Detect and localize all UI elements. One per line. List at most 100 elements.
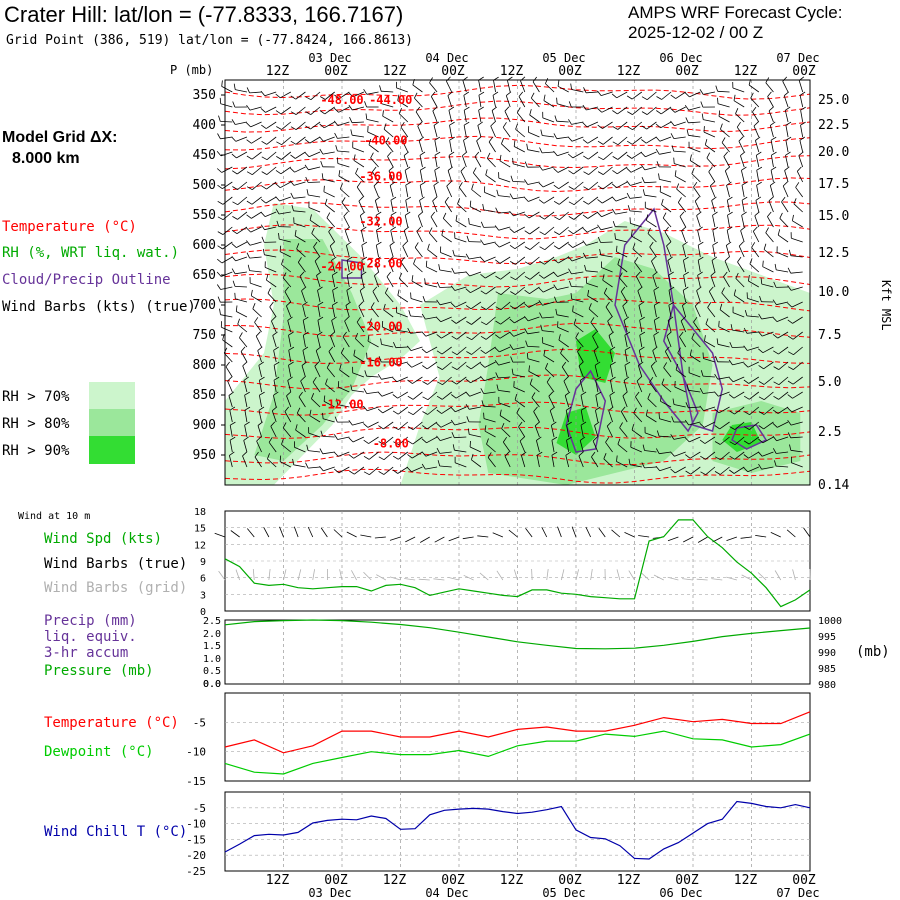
wind-barb-shaft <box>776 301 789 306</box>
wind-barb-shaft <box>762 436 774 444</box>
wind-barb-shaft <box>237 323 248 333</box>
wind-barb-flag <box>582 104 587 111</box>
grid-wind-barb <box>757 572 767 581</box>
wind-barb-shaft <box>249 241 262 246</box>
wind-barb-shaft <box>302 335 306 348</box>
wind-barb-flag <box>305 96 312 101</box>
bottom-date-label: 05 Dec <box>542 886 585 900</box>
wind-barb-shaft <box>341 202 350 213</box>
wind-barb-flag <box>635 391 640 398</box>
wind-barb-flag <box>442 212 447 219</box>
grid-wind-barb <box>741 574 752 581</box>
wind-barb-flag <box>651 256 656 262</box>
wind-barb-flag <box>511 368 514 375</box>
wind-barb-shaft <box>395 329 408 333</box>
grid-wind-barb <box>479 572 489 581</box>
wind-barb-shaft <box>777 331 789 339</box>
wind-barb-shaft <box>644 166 657 171</box>
wind-barb-shaft <box>220 103 233 108</box>
grid-wind-barb <box>792 569 796 581</box>
wind-barb-shaft <box>343 216 350 228</box>
wind-barb-flag <box>254 451 259 458</box>
wind-barb-flag <box>560 347 564 354</box>
wind-barb-shaft <box>649 381 657 393</box>
wind-barb-shaft <box>295 91 306 100</box>
cloud-outline-path <box>565 369 607 453</box>
wind-barb-flag <box>707 302 712 308</box>
wind-barb-flag <box>495 291 502 296</box>
wind-barb-shaft <box>308 151 321 158</box>
wind-barb-shaft <box>279 196 291 202</box>
wind-barb-shaft <box>499 160 511 168</box>
wind-barb-shaft <box>361 245 365 258</box>
wind-barb-flag <box>681 226 687 232</box>
wind-barb-flag <box>229 451 235 456</box>
wind-barb-shaft <box>542 117 555 123</box>
wind-barb-shaft <box>340 188 350 198</box>
wind-barb-shaft <box>732 346 745 348</box>
wind-barb-flag <box>597 224 602 231</box>
wind-barb-shaft <box>781 201 789 213</box>
wind-barb-flag <box>229 436 236 441</box>
wind-barb-shaft <box>434 140 438 153</box>
wind-barb-flag <box>234 292 236 299</box>
wind-barb-flag <box>360 271 367 276</box>
wind-barb-flag <box>553 245 560 250</box>
wind-barb-flag <box>580 391 587 396</box>
wind-barb-flag <box>726 181 732 186</box>
wind-barb-shaft <box>410 298 423 303</box>
wind-barb-flag <box>342 331 347 338</box>
wind-barb-flag <box>405 196 412 201</box>
wind-barb-flag <box>246 227 251 233</box>
wind-barb-flag <box>513 140 516 147</box>
wind-barb-shaft <box>463 110 467 123</box>
wind-barb-shaft <box>388 260 394 273</box>
wind-barb-shaft <box>251 211 262 219</box>
wind-barb-shaft <box>726 185 730 198</box>
wind-barb-flag <box>756 151 762 156</box>
wind-barb-flag <box>463 136 469 141</box>
wind-barb-flag <box>579 436 586 441</box>
wind-barb-flag <box>419 196 425 201</box>
wind-barb-shaft <box>765 232 774 243</box>
wind-barb-shaft <box>492 95 496 108</box>
grid-wind-barb <box>513 569 518 581</box>
wind-barb-shaft <box>309 415 321 423</box>
rh-key-90-swatch <box>89 436 135 464</box>
wind-barb-shaft <box>776 436 789 442</box>
wind-barb-shaft <box>417 125 423 138</box>
wind-barb-shaft <box>278 211 291 215</box>
wind-barb-flag <box>755 196 762 201</box>
wind-barb-flag <box>539 260 545 265</box>
wind-barb-flag <box>408 310 411 317</box>
isotherm-label: -16.00 <box>359 356 402 370</box>
wind-barb-flag <box>666 241 672 247</box>
wind-barb-shaft <box>532 81 540 93</box>
wind-barb-shaft <box>798 80 804 93</box>
wind-barb-flag <box>492 91 499 96</box>
wind-barb-shaft <box>222 181 233 190</box>
wind-barb-flag <box>673 157 675 164</box>
wind-barb-shaft <box>498 195 511 198</box>
wind-barb-flag <box>433 181 439 186</box>
wind-barb-shaft <box>688 406 701 409</box>
pressure-axis-label: P (mb) <box>170 63 213 77</box>
wind-barb-flag <box>538 165 543 171</box>
wind-barb-flag <box>237 318 240 325</box>
wind-barb-flag <box>319 110 326 115</box>
wind-barb-flag <box>689 349 692 356</box>
wind-barb-flag <box>273 391 279 396</box>
wind-barb-shaft <box>446 185 453 198</box>
bottom-time-label: 12Z <box>266 873 290 888</box>
true-wind-barb <box>726 536 738 541</box>
wind-barb-flag <box>273 346 279 351</box>
wind-barb-flag <box>261 236 265 243</box>
wind-barb-flag <box>668 301 675 306</box>
wind-barb-flag <box>599 249 602 256</box>
wind-barb-shaft <box>513 163 525 168</box>
temp-tick-label: -15 <box>186 775 206 788</box>
wind-barb-flag <box>554 296 558 303</box>
wind-barb-flag <box>529 109 532 116</box>
wind-barb-shaft <box>402 245 409 258</box>
wind-barb-flag <box>451 394 457 399</box>
